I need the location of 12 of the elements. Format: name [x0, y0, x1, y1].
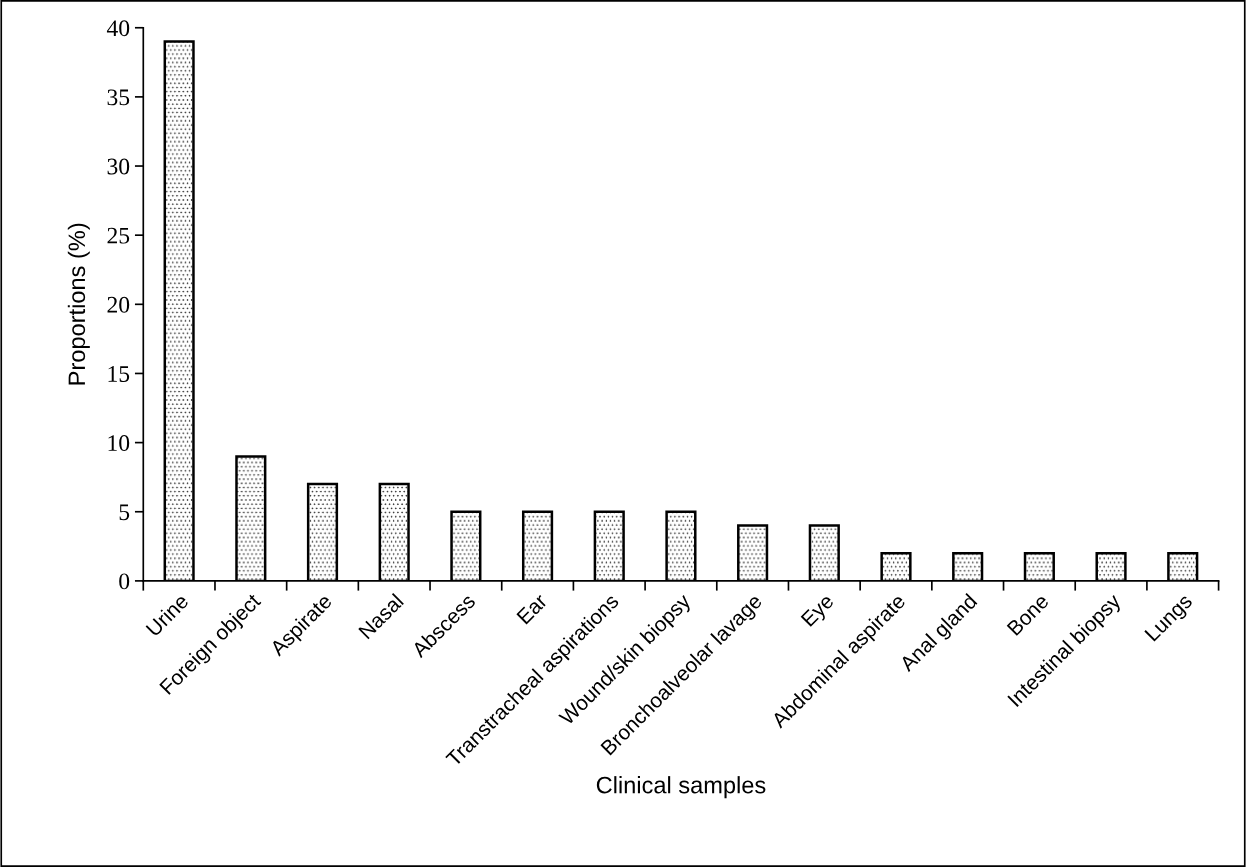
y-tick-label: 30: [107, 158, 130, 175]
x-tick-label: Eye: [800, 593, 838, 630]
x-axis-title: Clinical samples: [596, 776, 766, 799]
y-tick-label: 40: [106, 20, 130, 37]
y-axis-title: Proportions (%): [67, 223, 90, 385]
y-tick-label: 35: [107, 89, 130, 106]
y-tick-label: 5: [119, 504, 130, 521]
y-tick-label: 25: [107, 227, 130, 244]
y-tick-label: 0: [119, 573, 130, 590]
y-tick-label: 15: [108, 366, 130, 382]
y-tick-label: 20: [107, 296, 130, 313]
y-tick-label: 10: [108, 435, 130, 452]
